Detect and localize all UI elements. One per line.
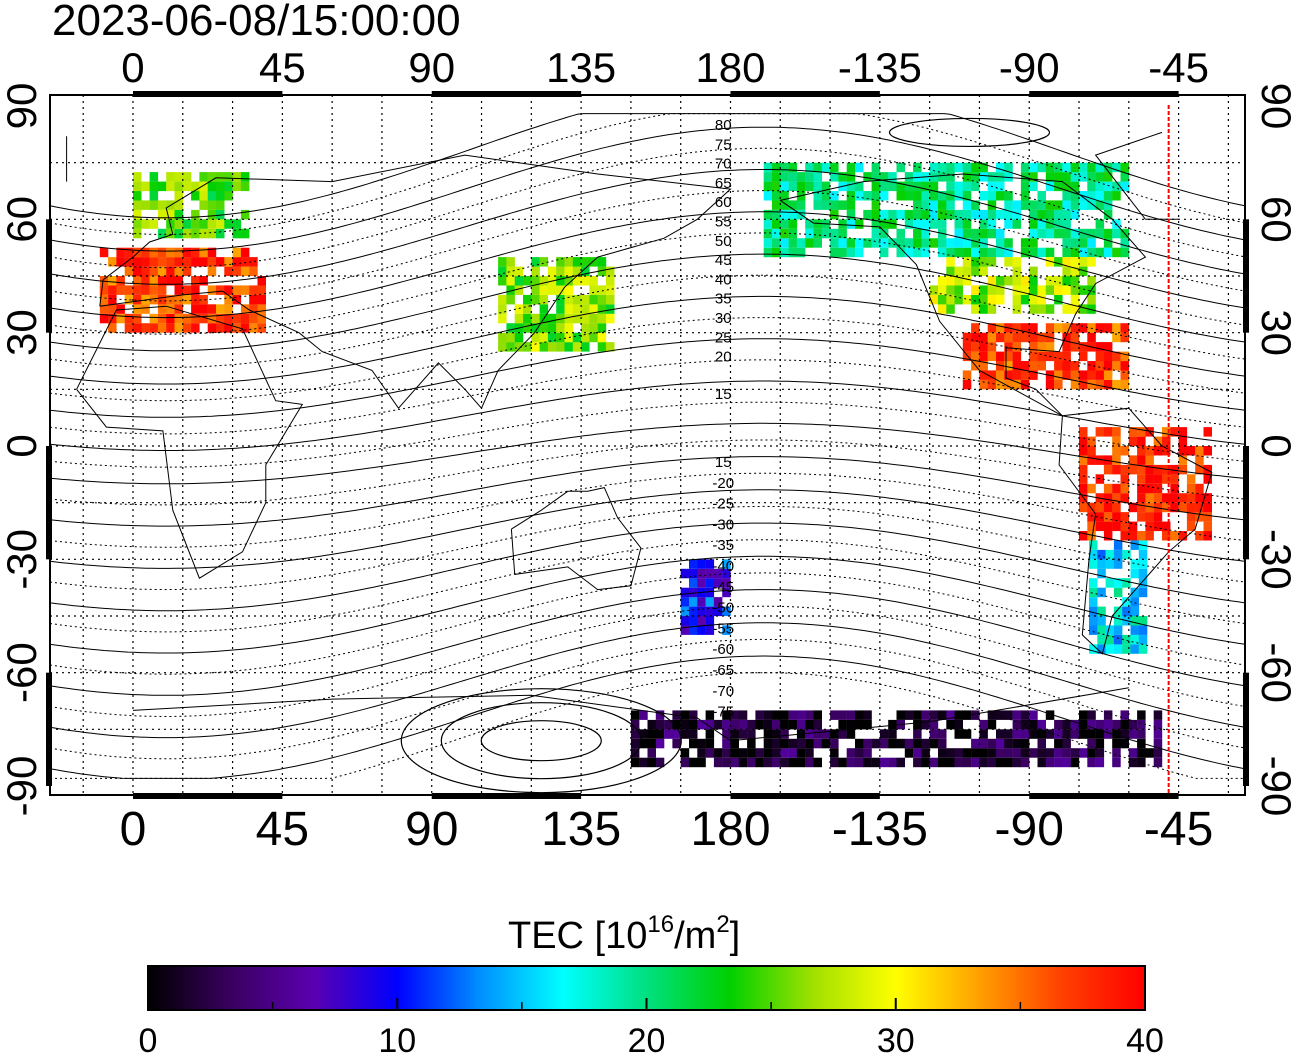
contour-label-19: -40 [712,558,734,575]
bottom-lon-label-4: 180 [690,803,770,856]
right-lat-label-2: 30 [1253,309,1294,356]
right-lat-label-4: -30 [1253,529,1294,590]
contour-label-26: -75 [712,704,734,721]
left-lat-label-3: 0 [0,434,45,457]
tec-region-europe [99,247,266,333]
bottom-lon-label-5: -135 [832,803,928,856]
colorbar-title: TEC [1016/m2] [508,911,740,957]
right-lat-label-5: -60 [1253,642,1294,703]
tec-region-south-america-south [1089,540,1148,654]
top-lon-label-2: 90 [408,44,455,91]
right-latitude-labels: 90 60 30 0 -30 -60 -90 [1253,83,1294,817]
bottom-lon-label-7: -45 [1144,803,1213,856]
tec-region-gulf-caribbean [962,323,1129,390]
right-lat-label-1: 60 [1253,196,1294,243]
coastline-4 [510,487,642,591]
contour-label-3: 65 [715,175,732,192]
top-lon-label-3: 135 [546,44,616,91]
top-longitude-labels: 0 45 90 135 180 -135 -90 -45 [121,44,1209,91]
colorbar-tick-label-4: 40 [1126,1022,1164,1057]
contour-label-21: -50 [712,600,734,617]
magnetic-latitude-contours [49,113,1245,794]
left-lat-label-0: 90 [0,83,45,130]
contour-label-2: 70 [715,156,732,173]
top-lon-label-7: -45 [1148,44,1209,91]
contour-label-13: 15 [715,386,732,403]
coastline-5 [66,131,1179,220]
contour-label-0: 80 [715,117,732,134]
contour-labels: 80 75 70 65 60 55 50 45 40 35 30 25 20 15 15 -20 -25 -30 -… [712,117,734,721]
colorbar-tick-label-3: 30 [877,1022,915,1057]
contour-label-4: 60 [715,194,732,211]
contour-label-11: 25 [715,329,732,346]
top-lon-label-6: -90 [999,44,1060,91]
top-lon-label-0: 0 [121,44,144,91]
coastline-0 [76,305,304,579]
tec-region-north-america-mid [929,257,1096,314]
bottom-lon-label-0: 0 [120,803,147,856]
colorbar-ticks: 0 10 20 30 40 [139,998,1164,1057]
top-lon-label-4: 180 [695,44,765,91]
bottom-lon-label-3: 135 [541,803,621,856]
contour-label-25: -70 [712,683,734,700]
bottom-lon-label-1: 45 [256,803,309,856]
contour-label-18: -35 [712,537,734,554]
left-lat-label-6: -90 [0,756,45,817]
contour-label-5: 55 [715,214,732,231]
colorbar-tick-label-1: 10 [378,1022,416,1057]
contour-label-23: -60 [712,641,734,658]
bottom-longitude-labels: 0 45 90 135 180 -135 -90 -45 [120,803,1214,856]
top-lon-label-1: 45 [259,44,306,91]
contour-label-15: -20 [712,475,734,492]
coastlines [66,131,1213,742]
coastline-3 [1058,407,1213,655]
map-panel [46,91,1249,799]
contour-label-6: 50 [715,233,732,250]
left-latitude-labels: 90 60 30 0 -30 -60 -90 [0,83,45,817]
contour-label-16: -25 [712,496,734,513]
right-lat-label-6: -90 [1253,756,1294,817]
bottom-lon-label-6: -90 [995,803,1064,856]
contour-label-17: -30 [712,516,734,533]
tec-data-layer [99,162,1212,768]
contour-label-9: 35 [715,291,732,308]
colorbar: TEC [1016/m2] 0 10 20 30 40 [139,911,1164,1057]
coastline-6 [132,687,1129,742]
contour-label-24: -65 [712,662,734,679]
contour-label-14: 15 [715,454,732,471]
coastline-1 [99,154,732,410]
colorbar-tick-label-2: 20 [628,1022,666,1057]
left-lat-label-2: 30 [0,309,45,356]
coastline-2 [780,173,1147,417]
right-lat-label-3: 0 [1253,434,1294,457]
frame-edge-bars [46,91,1249,799]
timestamp-title: 2023-06-08/15:00:00 [52,0,461,45]
contour-label-8: 40 [715,271,732,288]
colorbar-tick-label-0: 0 [139,1022,158,1057]
left-lat-label-4: -30 [0,529,45,590]
contour-label-22: -55 [712,620,734,637]
right-lat-label-0: 90 [1253,83,1294,130]
contour-label-10: 30 [715,310,732,327]
left-lat-label-1: 60 [0,196,45,243]
contour-label-7: 45 [715,252,732,269]
bottom-lon-label-2: 90 [405,803,458,856]
left-lat-label-5: -60 [0,642,45,703]
contour-label-20: -45 [712,579,734,596]
contour-label-1: 75 [715,136,732,153]
top-lon-label-5: -135 [838,44,922,91]
contour-label-12: 20 [715,349,732,366]
